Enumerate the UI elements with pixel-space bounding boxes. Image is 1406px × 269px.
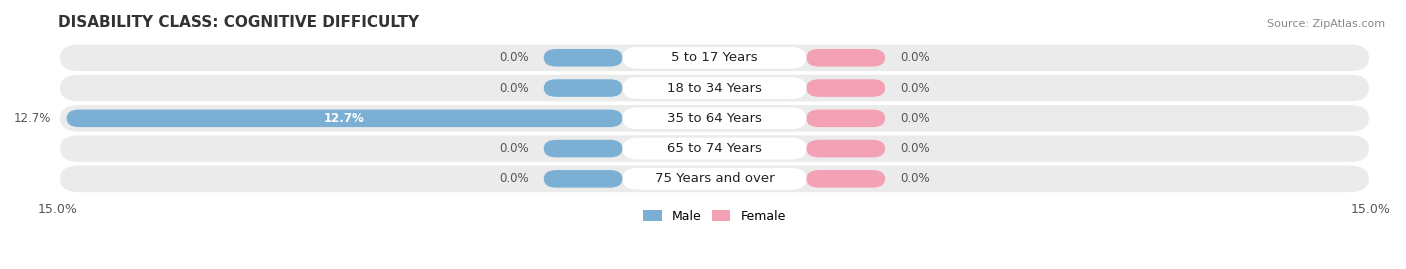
FancyBboxPatch shape: [60, 105, 1369, 132]
Text: 35 to 64 Years: 35 to 64 Years: [666, 112, 762, 125]
Text: 0.0%: 0.0%: [499, 51, 529, 64]
FancyBboxPatch shape: [623, 77, 807, 99]
FancyBboxPatch shape: [623, 47, 807, 69]
FancyBboxPatch shape: [623, 107, 807, 129]
FancyBboxPatch shape: [807, 79, 886, 97]
Text: 0.0%: 0.0%: [900, 112, 931, 125]
FancyBboxPatch shape: [60, 135, 1369, 162]
FancyBboxPatch shape: [544, 170, 623, 188]
FancyBboxPatch shape: [544, 79, 623, 97]
Text: DISABILITY CLASS: COGNITIVE DIFFICULTY: DISABILITY CLASS: COGNITIVE DIFFICULTY: [58, 15, 419, 30]
Text: 0.0%: 0.0%: [900, 51, 931, 64]
Text: 0.0%: 0.0%: [499, 172, 529, 185]
Text: 18 to 34 Years: 18 to 34 Years: [666, 82, 762, 95]
Text: 75 Years and over: 75 Years and over: [655, 172, 775, 185]
Text: 0.0%: 0.0%: [499, 82, 529, 95]
FancyBboxPatch shape: [623, 138, 807, 160]
FancyBboxPatch shape: [807, 109, 886, 127]
Text: 65 to 74 Years: 65 to 74 Years: [666, 142, 762, 155]
FancyBboxPatch shape: [623, 168, 807, 190]
Text: 12.7%: 12.7%: [325, 112, 366, 125]
FancyBboxPatch shape: [60, 44, 1369, 71]
Text: 0.0%: 0.0%: [900, 172, 931, 185]
Text: Source: ZipAtlas.com: Source: ZipAtlas.com: [1267, 19, 1385, 29]
Text: 5 to 17 Years: 5 to 17 Years: [671, 51, 758, 64]
Text: 12.7%: 12.7%: [14, 112, 51, 125]
FancyBboxPatch shape: [60, 75, 1369, 101]
Text: 0.0%: 0.0%: [900, 82, 931, 95]
FancyBboxPatch shape: [807, 170, 886, 188]
Text: 0.0%: 0.0%: [900, 142, 931, 155]
FancyBboxPatch shape: [544, 49, 623, 66]
FancyBboxPatch shape: [60, 165, 1369, 192]
FancyBboxPatch shape: [544, 140, 623, 157]
FancyBboxPatch shape: [66, 109, 623, 127]
Legend: Male, Female: Male, Female: [638, 205, 790, 228]
FancyBboxPatch shape: [807, 49, 886, 66]
FancyBboxPatch shape: [807, 140, 886, 157]
Text: 0.0%: 0.0%: [499, 142, 529, 155]
